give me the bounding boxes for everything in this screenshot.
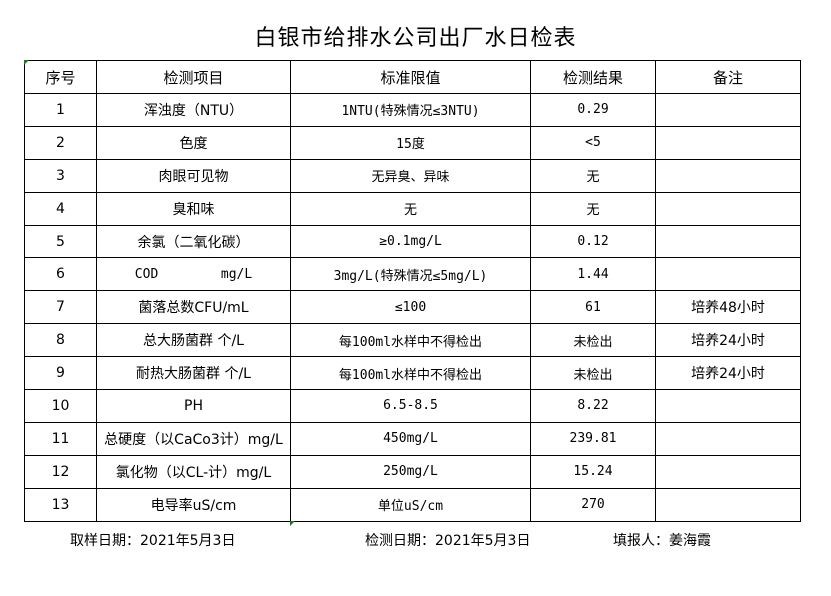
cell-remark xyxy=(655,224,801,259)
cell-result: 1.44 xyxy=(530,257,656,292)
cell-remark xyxy=(655,191,801,226)
water-quality-table: 序号 检测项目 标准限值 检测结果 备注 1 浑浊度（NTU） 1NTU(特殊情况≤… xyxy=(24,60,801,522)
cell-index: 8 xyxy=(24,323,97,358)
column-header-standard: 标准限值 xyxy=(290,60,531,94)
cell-remark xyxy=(655,125,801,160)
cell-result: 0.12 xyxy=(530,224,656,259)
cell-item: 总硬度（以CaCo3计）mg/L xyxy=(96,421,291,456)
cell-result: <5 xyxy=(530,125,656,160)
table-row: 6 COD mg/L 3mg/L(特殊情况≤5mg/L) 1.44 xyxy=(24,257,801,292)
cell-result: 8.22 xyxy=(530,389,656,423)
cell-result: 无 xyxy=(530,158,656,193)
cell-result: 0.29 xyxy=(530,93,656,127)
cell-standard: 6.5-8.5 xyxy=(290,389,531,423)
table-row: 3 肉眼可见物 无异臭、异味无 xyxy=(24,158,801,193)
table-header-row: 序号 检测项目 标准限值 检测结果 备注 xyxy=(24,60,801,94)
table-row: 4 臭和味无无 xyxy=(24,191,801,226)
cell-result: 239.81 xyxy=(530,421,656,456)
table-row: 11 总硬度（以CaCo3计）mg/L 450mg/L 239.81 xyxy=(24,421,801,456)
cell-standard: 3mg/L(特殊情况≤5mg/L) xyxy=(290,257,531,292)
column-header-remark: 备注 xyxy=(655,60,801,94)
cell-result: 未检出 xyxy=(530,356,656,391)
cell-index: 11 xyxy=(24,421,97,456)
cell-remark xyxy=(655,421,801,456)
cell-item: 浑浊度（NTU） xyxy=(96,93,291,127)
cell-index: 6 xyxy=(24,257,97,292)
cell-remark xyxy=(655,454,801,489)
table-row: 9 耐热大肠菌群 个/L 每100ml水样中不得检出 未检出 培养24小时 xyxy=(24,356,801,391)
cell-index: 2 xyxy=(24,125,97,160)
cell-remark xyxy=(655,487,801,522)
cell-item: 总大肠菌群 个/L xyxy=(96,323,291,358)
cell-standard: 无异臭、异味 xyxy=(290,158,531,193)
cell-item: 肉眼可见物 xyxy=(96,158,291,193)
cell-standard: 250mg/L xyxy=(290,454,531,489)
cell-result: 无 xyxy=(530,191,656,226)
table-row: 8 总大肠菌群 个/L 每100ml水样中不得检出 未检出 培养24小时 xyxy=(24,323,801,358)
table-row: 10 PH 6.5-8.5 8.22 xyxy=(24,389,801,423)
cell-marker xyxy=(290,521,295,526)
cell-result: 未检出 xyxy=(530,323,656,358)
cell-standard: 每100ml水样中不得检出 xyxy=(290,323,531,358)
cell-standard: 450mg/L xyxy=(290,421,531,456)
reporter: 填报人：姜海霞 xyxy=(613,533,711,549)
cell-index: 13 xyxy=(24,487,97,522)
cell-item: 色度 xyxy=(96,125,291,160)
sampling-date: 取样日期：2021年5月3日 xyxy=(70,533,236,549)
cell-result: 270 xyxy=(530,487,656,522)
cell-item: 余氯（二氧化碳） xyxy=(96,224,291,259)
page-title: 白银市给排水公司出厂水日检表 xyxy=(254,26,577,51)
cell-item: 氯化物（以CL-计）mg/L xyxy=(96,454,291,489)
cell-item: COD mg/L xyxy=(96,257,291,292)
cell-index: 1 xyxy=(24,93,97,127)
cell-result: 15.24 xyxy=(530,454,656,489)
cell-item: 耐热大肠菌群 个/L xyxy=(96,356,291,391)
cell-item: 菌落总数CFU/mL xyxy=(96,290,291,325)
cell-index: 12 xyxy=(24,454,97,489)
cell-item: 电导率uS/cm xyxy=(96,487,291,522)
cell-item: 臭和味 xyxy=(96,191,291,226)
cell-index: 7 xyxy=(24,290,97,325)
cell-remark xyxy=(655,257,801,292)
table-row: 7 菌落总数CFU/mL ≤100 61 培养48小时 xyxy=(24,290,801,325)
testing-date: 检测日期：2021年5月3日 xyxy=(365,533,531,549)
cell-index: 3 xyxy=(24,158,97,193)
column-header-item: 检测项目 xyxy=(96,60,291,94)
cell-standard: 1NTU(特殊情况≤3NTU) xyxy=(290,93,531,127)
cell-result: 61 xyxy=(530,290,656,325)
cell-standard: ≤100 xyxy=(290,290,531,325)
table-row: 5 余氯（二氧化碳） ≥0.1mg/L 0.12 xyxy=(24,224,801,259)
cell-remark xyxy=(655,389,801,423)
cell-standard: ≥0.1mg/L xyxy=(290,224,531,259)
cell-standard: 15度 xyxy=(290,125,531,160)
table-row: 2 色度 15度 <5 xyxy=(24,125,801,160)
cell-remark xyxy=(655,93,801,127)
cell-index: 4 xyxy=(24,191,97,226)
cell-index: 9 xyxy=(24,356,97,391)
table-row: 1 浑浊度（NTU） 1NTU(特殊情况≤3NTU) 0.29 xyxy=(24,93,801,127)
cell-remark: 培养48小时 xyxy=(655,290,801,325)
column-header-index: 序号 xyxy=(24,60,97,94)
table-row: 12 氯化物（以CL-计）mg/L 250mg/L 15.24 xyxy=(24,454,801,489)
column-header-result: 检测结果 xyxy=(530,60,656,94)
cell-index: 10 xyxy=(24,389,97,423)
cell-marker xyxy=(24,60,29,65)
cell-standard: 无 xyxy=(290,191,531,226)
table-row: 13 电导率uS/cm 单位uS/cm 270 xyxy=(24,487,801,522)
cell-remark xyxy=(655,158,801,193)
cell-remark: 培养24小时 xyxy=(655,356,801,391)
cell-item: PH xyxy=(96,389,291,423)
cell-remark: 培养24小时 xyxy=(655,323,801,358)
cell-standard: 单位uS/cm xyxy=(290,487,531,522)
cell-standard: 每100ml水样中不得检出 xyxy=(290,356,531,391)
cell-index: 5 xyxy=(24,224,97,259)
